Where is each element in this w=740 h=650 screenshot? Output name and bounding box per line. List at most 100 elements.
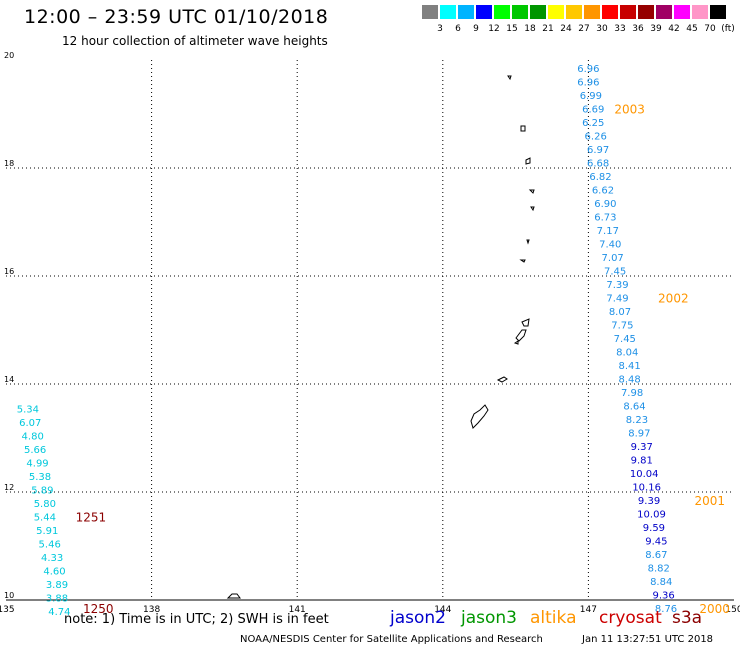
wave-height-label: 6.07 (19, 418, 41, 429)
y-tick-label: 10 (4, 591, 14, 600)
color-swatch (422, 5, 438, 19)
x-tick-label: 138 (143, 605, 160, 615)
color-swatch (530, 5, 546, 19)
wave-height-label: 9.45 (645, 537, 667, 548)
island-outline (470, 404, 489, 429)
pass-time-label: 2002 (658, 292, 689, 306)
wave-height-label: 3.89 (46, 580, 68, 591)
wave-height-label: 8.97 (628, 429, 650, 440)
wave-height-label: 7.98 (621, 388, 643, 399)
wave-height-label: 6.26 (585, 132, 607, 143)
island-outline (528, 189, 535, 194)
color-scale-label: 9 (473, 24, 479, 34)
wave-height-label: 7.45 (604, 267, 626, 278)
footer-note: note: 1) Time is in UTC; 2) SWH is in fe… (64, 612, 329, 627)
wave-height-label: 3.88 (46, 593, 68, 604)
color-swatch (584, 5, 600, 19)
island-outline (530, 206, 535, 212)
wave-height-label: 5.46 (39, 539, 61, 550)
chart-title: 12:00 – 23:59 UTC 01/10/2018 (24, 6, 329, 28)
wave-height-label: 7.75 (611, 321, 633, 332)
wave-height-label: 9.36 (652, 591, 674, 602)
legend-cryosat: cryosat (599, 608, 662, 628)
color-swatch (602, 5, 618, 19)
color-scale-label: 27 (578, 24, 590, 34)
x-tick-label: 150 (725, 605, 740, 615)
wave-height-label: 4.74 (48, 607, 70, 618)
wave-height-label: 6.82 (589, 172, 611, 183)
x-tick-label: 147 (580, 605, 597, 615)
color-swatch (656, 5, 672, 19)
wave-height-label: 7.49 (606, 294, 628, 305)
color-scale-label: 15 (506, 24, 518, 34)
color-swatch (512, 5, 528, 19)
wave-height-label: 7.07 (602, 253, 624, 264)
wave-height-label: 8.07 (609, 307, 631, 318)
footer-timestamp: Jan 11 13:27:51 UTC 2018 (582, 634, 714, 645)
color-swatch (440, 5, 456, 19)
wave-height-label: 6.90 (594, 199, 616, 210)
color-scale-label: 39 (650, 24, 662, 34)
wave-height-label: 6.99 (580, 91, 602, 102)
wave-height-label: 7.40 (599, 240, 621, 251)
wave-height-label: 7.17 (597, 226, 619, 237)
wave-height-label: 5.34 (17, 404, 39, 415)
y-tick-label: 16 (4, 267, 14, 276)
color-swatch (566, 5, 582, 19)
wave-height-label: 8.82 (648, 564, 670, 575)
wave-height-label: 8.41 (619, 361, 641, 372)
wave-height-label: 5.44 (34, 512, 56, 523)
island-outline (525, 157, 531, 165)
wave-height-label: 9.39 (638, 496, 660, 507)
island-outline (507, 75, 512, 81)
color-scale-label: 42 (668, 24, 680, 34)
x-tick-label: 135 (0, 605, 15, 615)
y-tick-label: 18 (4, 159, 14, 168)
wave-height-label: 5.80 (34, 499, 56, 510)
color-scale-unit: (ft) (721, 24, 735, 34)
y-tick-label: 20 (4, 51, 14, 60)
footer-credit: NOAA/NESDIS Center for Satellite Applica… (240, 634, 543, 645)
pass-time-label: 1251 (76, 510, 107, 524)
island-outline (496, 376, 508, 383)
wave-height-label: 4.33 (41, 553, 63, 564)
color-scale-label: 30 (596, 24, 608, 34)
color-scale-label: 21 (542, 24, 554, 34)
wave-height-label: 6.68 (587, 159, 609, 170)
wave-height-label: 7.45 (614, 334, 636, 345)
legend-jason2: jason2 (390, 608, 446, 628)
wave-height-label: 6.96 (577, 64, 599, 75)
color-swatch (548, 5, 564, 19)
color-scale-label: 36 (632, 24, 644, 34)
wave-height-label: 5.89 (31, 485, 53, 496)
wave-height-label: 4.60 (43, 566, 65, 577)
wave-height-label: 6.25 (582, 118, 604, 129)
island-outline (519, 259, 526, 263)
island-outline (513, 340, 519, 345)
legend-jason3: jason3 (461, 608, 517, 628)
wave-height-label: 4.99 (26, 458, 48, 469)
color-scale-label: 45 (686, 24, 698, 34)
color-scale-label: 12 (488, 24, 500, 34)
wave-height-label: 5.38 (29, 472, 51, 483)
wave-height-label: 8.64 (623, 402, 645, 413)
wave-height-label: 7.39 (606, 280, 628, 291)
color-swatch (476, 5, 492, 19)
color-swatch (674, 5, 690, 19)
wave-height-label: 6.96 (577, 78, 599, 89)
legend-altika: altika (530, 608, 577, 628)
pass-time-label: 2001 (694, 494, 725, 508)
wave-height-label: 8.76 (655, 604, 677, 615)
wave-height-label: 10.09 (637, 510, 666, 521)
color-scale-label: 6 (455, 24, 461, 34)
x-tick-label: 141 (289, 605, 306, 615)
color-scale-label: 18 (524, 24, 536, 34)
color-swatch (494, 5, 510, 19)
island-outline (521, 318, 530, 327)
pass-time-label: 1250 (83, 602, 114, 616)
wave-height-label: 9.37 (631, 442, 653, 453)
island-outline (515, 329, 527, 342)
wave-height-label: 6.62 (592, 186, 614, 197)
wave-height-label: 6.69 (582, 105, 604, 116)
